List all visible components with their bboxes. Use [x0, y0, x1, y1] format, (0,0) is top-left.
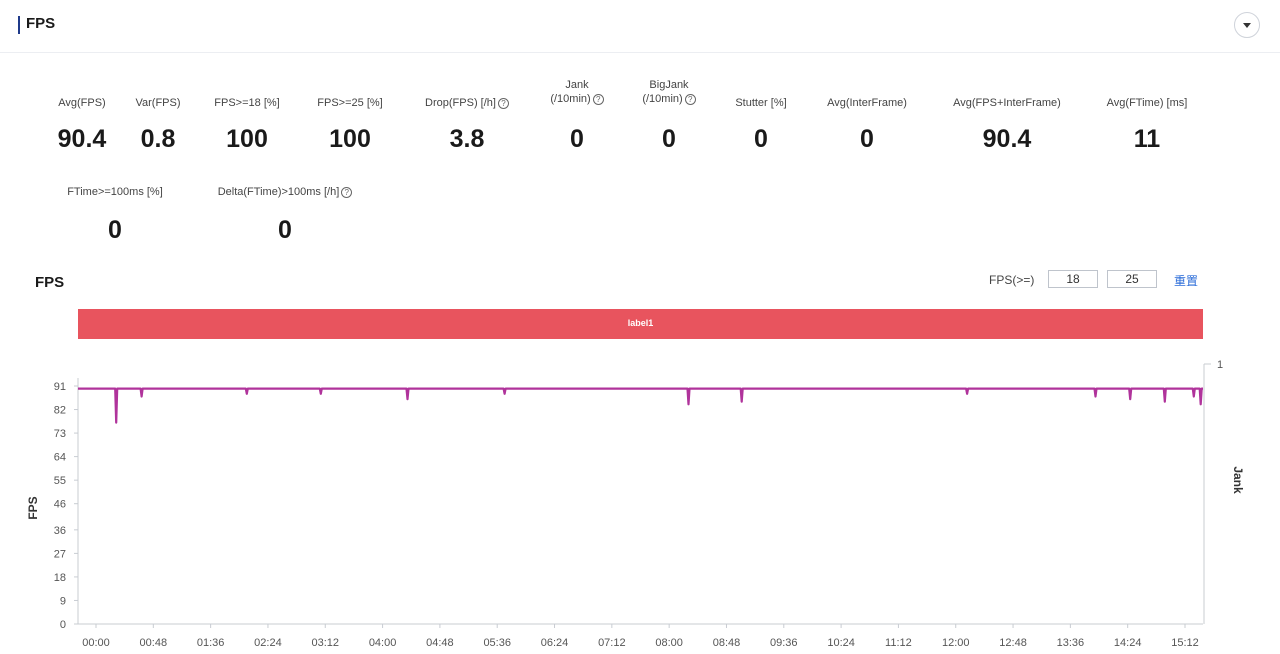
info-icon[interactable]: ?: [684, 93, 696, 105]
x-tick-label: 01:36: [197, 637, 225, 649]
y-tick-label: 82: [54, 405, 66, 417]
x-tick-label: 04:48: [426, 637, 454, 649]
x-tick-label: 04:00: [369, 637, 397, 649]
fps-line-chart: FPS Jank 1 0 9 18 27 36 46 55 64 73 82 91 00:00 00:48…: [26, 359, 1245, 649]
x-tick-label: 14:24: [1114, 637, 1142, 649]
stat-label: Drop(FPS) [/h]?: [406, 96, 528, 110]
label-bar-text: label1: [627, 318, 654, 328]
stat-label: Var(FPS): [135, 97, 181, 109]
x-tick-label: 02:24: [254, 637, 282, 649]
stat-avg-fps-interframe: Avg(FPS+InterFrame) 90.4: [932, 96, 1082, 154]
x-tick-label: 03:12: [311, 637, 339, 649]
x-tick-label: 10:24: [827, 637, 855, 649]
stat-label: BigJank: [649, 79, 689, 91]
y-tick-label: 36: [54, 525, 66, 537]
stat-jank: Jank (/10min)? 0: [534, 78, 620, 154]
stat-label-text: (/10min): [642, 93, 683, 105]
info-icon[interactable]: ?: [592, 93, 604, 105]
stat-label: FTime>=100ms [%]: [67, 186, 163, 198]
x-tick-label: 07:12: [598, 637, 626, 649]
label-bar[interactable]: label1: [78, 309, 1203, 339]
fps-threshold-low-input[interactable]: [1048, 270, 1098, 288]
x-tick-label: 08:00: [655, 637, 683, 649]
stat-value: 0: [860, 125, 874, 153]
stat-label-text: Drop(FPS) [/h]: [425, 97, 496, 109]
fps-series-line: [78, 387, 1203, 424]
x-tick-label: 00:48: [140, 637, 168, 649]
panel-header: FPS: [0, 0, 1280, 53]
stat-value: 0.8: [140, 125, 176, 153]
title-accent-bar: [18, 16, 20, 34]
stat-value: 100: [226, 125, 268, 153]
stat-value: 0: [278, 216, 292, 244]
stat-bigjank: BigJank (/10min)? 0: [626, 78, 712, 154]
x-tick-label: 11:12: [885, 637, 912, 649]
stat-value: 90.4: [982, 125, 1032, 153]
info-icon[interactable]: ?: [341, 186, 353, 198]
x-tick-label: 09:36: [770, 637, 798, 649]
y-tick-label: 27: [54, 548, 66, 560]
x-tick-label: 12:00: [942, 637, 970, 649]
stat-label: Stutter [%]: [735, 97, 787, 109]
y-tick-label: 91: [54, 381, 66, 393]
x-tick-label: 15:12: [1171, 637, 1199, 649]
y-tick-label: 55: [54, 475, 66, 487]
stat-value: 0: [108, 216, 122, 244]
y2-axis-label: Jank: [1231, 466, 1245, 494]
stat-label-text: (/10min): [550, 93, 591, 105]
stat-value: 3.8: [449, 125, 485, 153]
stat-value: 0: [754, 125, 768, 153]
x-tick-label: 08:48: [713, 637, 741, 649]
stat-avg-fps: Avg(FPS) 90.4: [44, 96, 120, 154]
y-tick-label: 18: [54, 572, 66, 584]
fps-threshold-label: FPS(>=): [989, 273, 1035, 287]
y2-tick-label: 1: [1217, 359, 1223, 371]
stat-avg-interframe: Avg(InterFrame) 0: [810, 96, 924, 154]
stat-label: FPS>=18 [%]: [214, 97, 280, 109]
y-tick-label: 64: [54, 452, 66, 464]
stat-var-fps: Var(FPS) 0.8: [128, 96, 188, 154]
stat-label-text: Delta(FTime)>100ms [/h]: [217, 186, 340, 198]
stat-fps-ge-25: FPS>=25 [%] 100: [303, 96, 397, 154]
stat-label-line2: (/10min)?: [626, 92, 712, 106]
y-axis-label: FPS: [26, 496, 40, 519]
stat-label: FPS>=25 [%]: [317, 97, 383, 109]
stat-value: 0: [570, 125, 584, 153]
stat-value: 90.4: [57, 125, 107, 153]
panel-title: FPS: [26, 15, 56, 32]
stat-stutter: Stutter [%] 0: [720, 96, 802, 154]
y-tick-label: 0: [60, 619, 66, 631]
stat-value: 0: [662, 125, 676, 153]
stat-label: Delta(FTime)>100ms [/h]?: [194, 185, 376, 199]
fps-threshold-high-input[interactable]: [1107, 270, 1157, 288]
stat-label: Avg(InterFrame): [827, 97, 907, 109]
stat-label: Avg(FPS): [58, 97, 106, 109]
chart-title: FPS: [35, 274, 65, 291]
stat-label: Avg(FPS+InterFrame): [953, 97, 1061, 109]
chevron-down-icon: [1243, 23, 1251, 28]
info-icon[interactable]: ?: [497, 97, 509, 109]
stat-label-line2: (/10min)?: [534, 92, 620, 106]
stat-label: Avg(FTime) [ms]: [1106, 97, 1188, 109]
stat-value: 11: [1133, 125, 1161, 153]
stat-label: Jank: [565, 79, 589, 91]
y-tick-label: 46: [54, 499, 66, 511]
collapse-button[interactable]: [1234, 12, 1260, 38]
x-tick-label: 06:24: [541, 637, 569, 649]
stat-avg-ftime: Avg(FTime) [ms] 11: [1090, 96, 1204, 154]
y-tick-label: 9: [60, 595, 66, 607]
x-tick-label: 12:48: [999, 637, 1027, 649]
x-tick-label: 00:00: [82, 637, 110, 649]
stat-fps-ge-18: FPS>=18 [%] 100: [200, 96, 294, 154]
stat-delta-ftime: Delta(FTime)>100ms [/h]? 0: [194, 185, 376, 245]
reset-button[interactable]: 重置: [1174, 274, 1199, 288]
stat-value: 100: [329, 125, 371, 153]
stat-drop-fps: Drop(FPS) [/h]? 3.8: [406, 96, 528, 154]
x-tick-label: 13:36: [1057, 637, 1085, 649]
y-tick-label: 73: [54, 428, 66, 440]
x-tick-label: 05:36: [483, 637, 511, 649]
stat-ftime-ge-100ms: FTime>=100ms [%] 0: [46, 185, 184, 245]
